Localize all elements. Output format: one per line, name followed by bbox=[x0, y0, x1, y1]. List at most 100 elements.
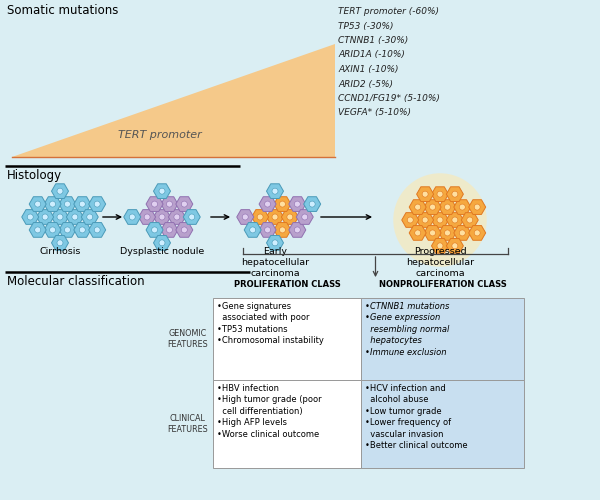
Polygon shape bbox=[431, 238, 449, 253]
Polygon shape bbox=[89, 222, 106, 238]
Polygon shape bbox=[454, 226, 471, 240]
Circle shape bbox=[87, 214, 93, 220]
Polygon shape bbox=[289, 196, 306, 212]
Polygon shape bbox=[139, 210, 155, 224]
Polygon shape bbox=[461, 212, 478, 228]
Text: ARID1A (-10%): ARID1A (-10%) bbox=[338, 50, 405, 59]
Polygon shape bbox=[244, 222, 261, 238]
Polygon shape bbox=[304, 196, 320, 212]
Circle shape bbox=[452, 191, 458, 197]
Circle shape bbox=[42, 214, 48, 220]
Circle shape bbox=[309, 201, 315, 207]
Circle shape bbox=[272, 240, 278, 246]
Text: TERT promoter (-60%): TERT promoter (-60%) bbox=[338, 7, 439, 16]
Polygon shape bbox=[274, 196, 291, 212]
Text: •CTNNB1 mutations
•Gene expression
  resembling normal
  hepatocytes
•Immune exc: •CTNNB1 mutations •Gene expression resem… bbox=[365, 302, 449, 357]
Polygon shape bbox=[266, 210, 284, 224]
Polygon shape bbox=[402, 212, 419, 228]
Polygon shape bbox=[44, 196, 61, 212]
Text: NONPROLIFERATION CLASS: NONPROLIFERATION CLASS bbox=[379, 280, 506, 289]
Polygon shape bbox=[161, 222, 178, 238]
Circle shape bbox=[159, 240, 165, 246]
Polygon shape bbox=[124, 210, 141, 224]
Circle shape bbox=[272, 188, 278, 194]
Circle shape bbox=[159, 188, 165, 194]
Text: Progressed
hepatocellular
carcinoma: Progressed hepatocellular carcinoma bbox=[406, 247, 474, 278]
Polygon shape bbox=[424, 200, 441, 214]
Polygon shape bbox=[446, 238, 463, 253]
Circle shape bbox=[79, 227, 85, 233]
Circle shape bbox=[295, 201, 300, 207]
Polygon shape bbox=[446, 187, 463, 202]
Circle shape bbox=[181, 227, 187, 233]
Circle shape bbox=[257, 214, 263, 220]
Circle shape bbox=[50, 201, 56, 207]
Polygon shape bbox=[416, 187, 434, 202]
Polygon shape bbox=[431, 187, 449, 202]
Circle shape bbox=[474, 204, 480, 210]
Circle shape bbox=[79, 201, 85, 207]
Circle shape bbox=[272, 214, 278, 220]
Polygon shape bbox=[274, 222, 291, 238]
Polygon shape bbox=[52, 184, 68, 198]
Circle shape bbox=[152, 201, 158, 207]
Polygon shape bbox=[29, 196, 46, 212]
Circle shape bbox=[64, 201, 70, 207]
Text: PROLIFERATION CLASS: PROLIFERATION CLASS bbox=[233, 280, 340, 289]
Polygon shape bbox=[259, 196, 276, 212]
Circle shape bbox=[144, 214, 150, 220]
Text: VEGFA* (5-10%): VEGFA* (5-10%) bbox=[338, 108, 411, 118]
Text: CTNNB1 (-30%): CTNNB1 (-30%) bbox=[338, 36, 408, 45]
Polygon shape bbox=[12, 44, 335, 157]
Circle shape bbox=[265, 201, 271, 207]
Text: CLINICAL
FEATURES: CLINICAL FEATURES bbox=[167, 414, 208, 434]
Circle shape bbox=[280, 227, 286, 233]
Text: •Gene signatures
  associated with poor
•TP53 mutations
•Chromosomal instability: •Gene signatures associated with poor •T… bbox=[217, 302, 324, 346]
Polygon shape bbox=[259, 222, 276, 238]
Polygon shape bbox=[439, 226, 456, 240]
Bar bbox=[213, 380, 361, 468]
Circle shape bbox=[166, 201, 172, 207]
Circle shape bbox=[50, 227, 56, 233]
Polygon shape bbox=[154, 210, 170, 224]
Circle shape bbox=[422, 217, 428, 223]
Polygon shape bbox=[22, 210, 39, 224]
Polygon shape bbox=[416, 212, 434, 228]
Circle shape bbox=[437, 191, 443, 197]
Circle shape bbox=[467, 217, 473, 223]
Circle shape bbox=[94, 201, 100, 207]
Text: Histology: Histology bbox=[7, 169, 62, 182]
Circle shape bbox=[407, 217, 413, 223]
Polygon shape bbox=[296, 210, 313, 224]
Polygon shape bbox=[176, 196, 193, 212]
Text: CCND1/FG19* (5-10%): CCND1/FG19* (5-10%) bbox=[338, 94, 440, 103]
Polygon shape bbox=[44, 222, 61, 238]
Bar bbox=[361, 298, 524, 380]
Text: •HCV infection and
  alcohol abuse
•Low tumor grade
•Lower frequency of
  vascul: •HCV infection and alcohol abuse •Low tu… bbox=[365, 384, 467, 450]
Circle shape bbox=[280, 201, 286, 207]
Circle shape bbox=[35, 227, 41, 233]
Polygon shape bbox=[59, 222, 76, 238]
Circle shape bbox=[250, 227, 256, 233]
Text: Dysplastic nodule: Dysplastic nodule bbox=[120, 247, 204, 256]
Circle shape bbox=[242, 214, 248, 220]
Polygon shape bbox=[29, 222, 46, 238]
Circle shape bbox=[415, 230, 421, 236]
Polygon shape bbox=[251, 210, 269, 224]
Circle shape bbox=[152, 227, 158, 233]
Circle shape bbox=[430, 204, 436, 210]
Bar bbox=[361, 380, 524, 468]
Circle shape bbox=[430, 230, 436, 236]
Polygon shape bbox=[169, 210, 185, 224]
Polygon shape bbox=[81, 210, 98, 224]
Polygon shape bbox=[67, 210, 83, 224]
Text: Somatic mutations: Somatic mutations bbox=[7, 4, 118, 17]
Polygon shape bbox=[469, 200, 485, 214]
Circle shape bbox=[57, 240, 63, 246]
Polygon shape bbox=[289, 222, 306, 238]
Circle shape bbox=[422, 191, 428, 197]
Circle shape bbox=[437, 243, 443, 249]
Circle shape bbox=[94, 227, 100, 233]
Polygon shape bbox=[237, 210, 254, 224]
Polygon shape bbox=[409, 200, 426, 214]
